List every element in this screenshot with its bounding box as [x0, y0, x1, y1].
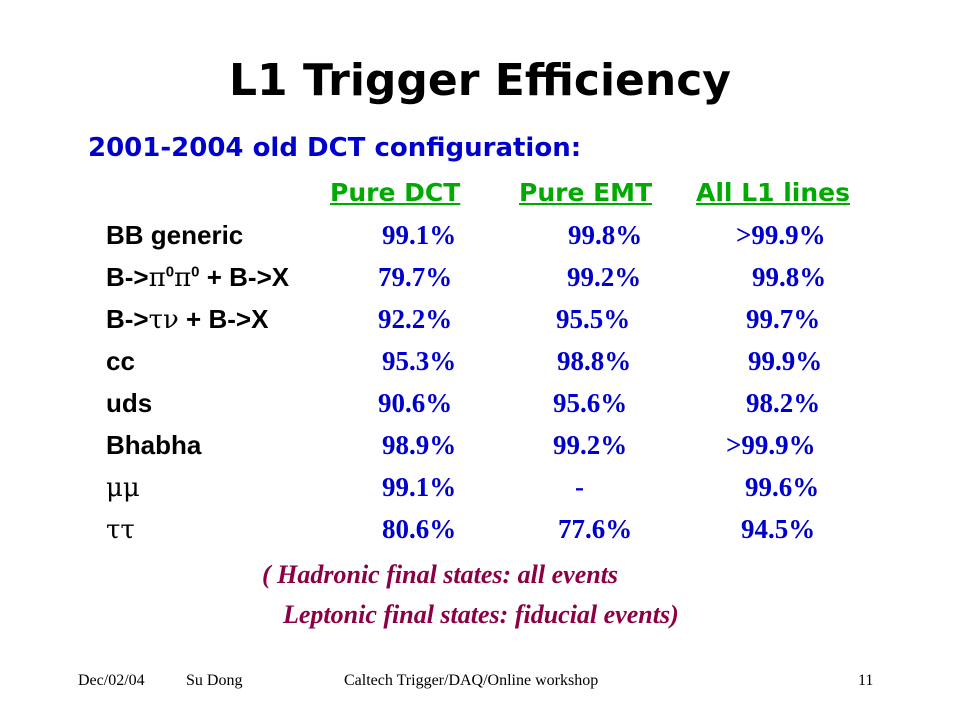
value-mumu-pure-emt: -	[575, 472, 584, 502]
value-bb-generic-pure-dct: 99.1%	[382, 220, 457, 250]
value-tautau-pure-emt: 77.6%	[558, 514, 633, 544]
value-b-taunu-pure-dct: 92.2%	[378, 304, 453, 334]
column-header-pure-dct: Pure DCT	[330, 178, 461, 207]
value-mumu-all-l1: 99.6%	[745, 472, 820, 502]
value-cc-pure-dct: 95.3%	[382, 346, 457, 376]
footer-event: Caltech Trigger/DAQ/Online workshop	[344, 672, 599, 689]
row-label-bhabha: Bhabha	[106, 430, 202, 460]
configuration-subtitle: 2001-2004 old DCT configuration:	[88, 133, 582, 163]
slide-title: L1 Trigger Efficiency	[228, 55, 731, 106]
value-uds-all-l1: 98.2%	[746, 388, 821, 418]
row-label-cc: cc	[106, 346, 135, 376]
value-uds-pure-dct: 90.6%	[378, 388, 453, 418]
value-bhabha-pure-emt: 99.2%	[553, 430, 628, 460]
value-tautau-all-l1: 94.5%	[741, 514, 816, 544]
value-bb-generic-pure-emt: 99.8%	[568, 220, 643, 250]
value-bb-generic-all-l1: >99.9%	[736, 220, 826, 250]
value-uds-pure-emt: 95.6%	[553, 388, 628, 418]
value-b-pi0pi0-pure-dct: 79.7%	[378, 262, 453, 292]
value-b-pi0pi0-pure-emt: 99.2%	[567, 262, 642, 292]
row-label-b-taunu: B->τν + B->X	[106, 304, 269, 335]
value-tautau-pure-dct: 80.6%	[382, 514, 457, 544]
row-label-mumu: μμ	[106, 473, 140, 503]
column-header-pure-emt: Pure EMT	[519, 178, 653, 207]
value-cc-all-l1: 99.9%	[748, 346, 823, 376]
note-hadronic: ( Hadronic final states: all events	[262, 560, 619, 589]
footer-date: Dec/02/04	[78, 672, 145, 689]
row-label-b-pi0pi0: B->π0π0 + B->X	[106, 262, 290, 293]
row-label-tautau: ττ	[106, 515, 135, 545]
value-mumu-pure-dct: 99.1%	[382, 472, 457, 502]
footer-page-number: 11	[858, 672, 874, 689]
row-label-uds: uds	[106, 388, 153, 418]
value-b-taunu-all-l1: 99.7%	[746, 304, 821, 334]
value-bhabha-all-l1: >99.9%	[726, 430, 816, 460]
note-leptonic: Leptonic final states: fiducial events)	[283, 600, 679, 629]
value-bhabha-pure-dct: 98.9%	[382, 430, 457, 460]
value-b-taunu-pure-emt: 95.5%	[556, 304, 631, 334]
column-header-all-l1-lines: All L1 lines	[696, 178, 850, 207]
value-b-pi0pi0-all-l1: 99.8%	[752, 262, 827, 292]
value-cc-pure-emt: 98.8%	[557, 346, 632, 376]
row-label-bb-generic: BB generic	[106, 220, 244, 250]
footer-author: Su Dong	[186, 672, 243, 689]
